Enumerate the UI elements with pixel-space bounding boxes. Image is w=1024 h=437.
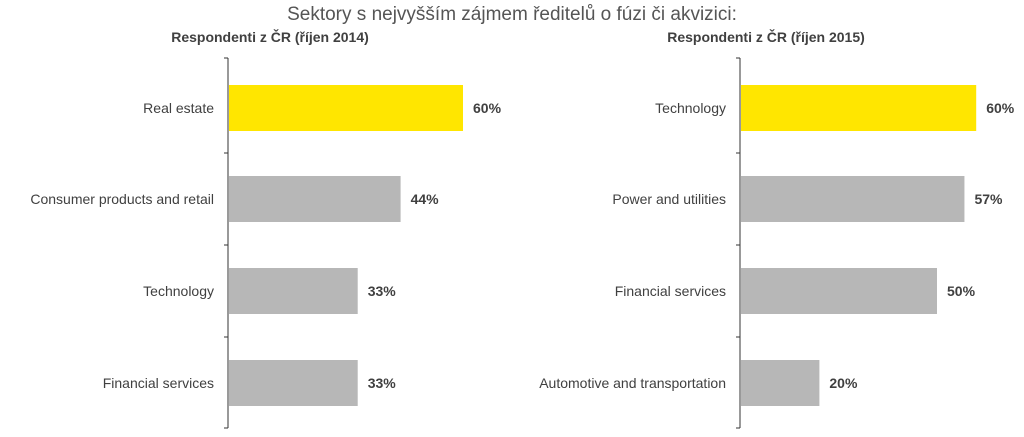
chart-2-category-label-4: Automotive and transportation <box>539 375 726 391</box>
chart-2-category-label-2: Power and utilities <box>612 191 726 207</box>
chart-2-value-label-1: 60% <box>986 100 1015 116</box>
chart-1-bar-2 <box>229 176 401 222</box>
chart-1-value-label-4: 33% <box>368 375 397 391</box>
chart-2-value-label-4: 20% <box>829 375 858 391</box>
chart-1-value-label-1: 60% <box>473 100 502 116</box>
page-title: Sektory s nejvyšším zájmem ředitelů o fú… <box>287 4 737 25</box>
chart-2-category-label-3: Financial services <box>615 283 726 299</box>
chart-1-value-label-2: 44% <box>411 191 440 207</box>
chart-1-category-label-4: Financial services <box>103 375 214 391</box>
chart-2-bar-4 <box>741 360 820 406</box>
chart-2-bar-2 <box>741 176 965 222</box>
chart-2-category-label-1: Technology <box>655 100 726 116</box>
chart-1-category-label-2: Consumer products and retail <box>30 191 214 207</box>
chart-1-bar-1 <box>229 85 463 131</box>
chart-2-bar-3 <box>741 268 937 314</box>
chart-2-subtitle: Respondenti z ČR (říjen 2015) <box>667 28 865 45</box>
chart-1-bar-4 <box>229 360 358 406</box>
chart-2-bar-1 <box>741 85 977 131</box>
chart-1-value-label-3: 33% <box>368 283 397 299</box>
chart-2-value-label-2: 57% <box>974 191 1003 207</box>
chart-1-category-label-1: Real estate <box>143 100 214 116</box>
chart-2-value-label-3: 50% <box>947 283 976 299</box>
chart-1-bar-3 <box>229 268 358 314</box>
chart-1-subtitle: Respondenti z ČR (říjen 2014) <box>171 28 369 45</box>
chart-1-category-label-3: Technology <box>143 283 214 299</box>
